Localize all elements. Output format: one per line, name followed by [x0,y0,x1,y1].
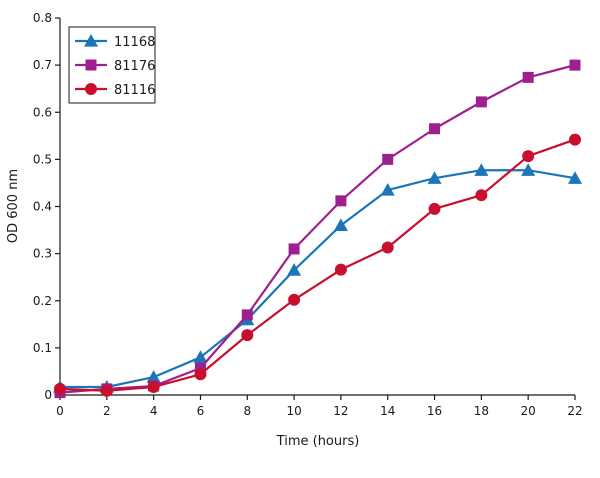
data-point-81116 [241,329,254,342]
data-point-81116 [381,241,394,254]
data-point-81116 [475,189,488,202]
x-tick-label: 18 [474,404,489,418]
legend-item-81116: 81116 [75,83,155,98]
y-tick-label: 0.5 [33,152,52,166]
data-point-11168 [521,163,536,176]
series-81176 [54,59,581,399]
y-tick-label: 0 [44,388,52,402]
legend-label: 81116 [114,83,155,98]
legend-label: 81176 [114,59,155,74]
data-point-81116 [100,384,113,397]
x-tick-label: 0 [56,404,64,418]
x-tick-label: 10 [286,404,301,418]
data-point-81116 [334,263,347,276]
x-tick-label: 16 [427,404,442,418]
x-axis-title: Time (hours) [276,434,360,449]
x-tick-label: 2 [103,404,111,418]
series-line-81176 [59,64,576,394]
x-ticks: 0 2 4 6 8 10 12 14 16 18 20 22 [56,395,583,418]
data-point-81116 [522,150,535,163]
x-tick-label: 20 [521,404,536,418]
x-tick-label: 14 [380,404,395,418]
legend-box [68,26,156,104]
data-point-81176 [194,362,206,374]
data-point-11168 [146,370,161,383]
legend-item-11168: 11168 [75,34,155,50]
legend-label: 11168 [114,35,155,50]
data-point-81116 [147,380,160,393]
legend: 11168 81176 81116 [68,26,156,104]
y-tick-label: 0.7 [33,58,52,72]
legend-marker-circle [85,83,97,95]
data-point-81116 [428,202,441,215]
legend-item-81176: 81176 [75,59,155,74]
y-ticks: 0 0.1 0.2 0.3 0.4 0.5 0.6 0.7 0.8 [33,11,60,402]
data-point-81176 [335,195,347,207]
x-tick-label: 22 [567,404,582,418]
data-point-81116 [569,133,581,146]
legend-marker-triangle [84,34,98,47]
data-point-81176 [241,309,253,321]
y-axis-title: OD 600 nm [6,169,21,243]
data-point-11168 [193,350,208,363]
legend-marker-square [85,59,97,71]
data-point-11168 [474,163,489,176]
series-line-81116 [59,138,576,392]
data-point-81176 [522,71,534,83]
data-point-11168 [380,183,395,196]
series-layer [53,59,582,399]
data-point-81116 [288,293,301,306]
y-tick-label: 0.6 [33,105,52,119]
series-81116 [54,133,581,397]
data-point-11168 [568,171,582,184]
data-point-81176 [288,243,300,255]
x-tick-label: 8 [243,404,251,418]
y-tick-label: 0.4 [33,200,52,214]
y-tick-label: 0.2 [33,294,52,308]
data-point-81176 [429,123,441,135]
y-tick-label: 0.3 [33,247,52,261]
x-tick-label: 6 [197,404,205,418]
data-point-11168 [287,263,302,276]
x-tick-label: 12 [333,404,348,418]
data-point-81176 [475,96,487,108]
data-point-81176 [382,153,394,165]
data-point-81116 [194,368,207,381]
data-point-81176 [569,59,581,71]
y-tick-label: 0.1 [33,341,52,355]
series-11168 [53,163,582,393]
data-point-11168 [333,218,348,231]
x-tick-label: 4 [150,404,158,418]
series-line-11168 [60,169,576,389]
data-point-11168 [427,171,442,184]
y-tick-label: 0.8 [33,11,52,25]
data-point-81116 [54,382,66,395]
